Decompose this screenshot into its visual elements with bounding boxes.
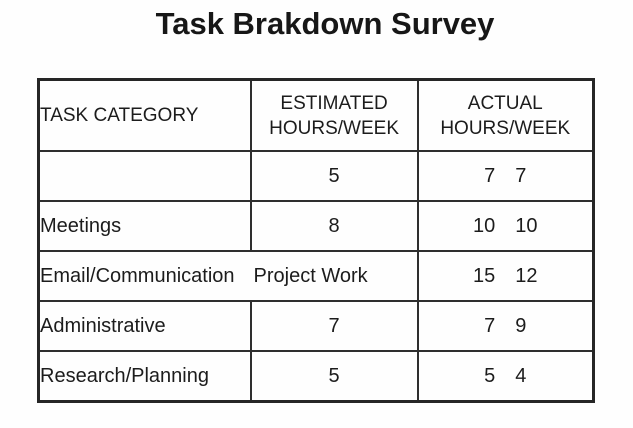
cell-estimated: 8	[249, 200, 419, 252]
actual-value-2: 7	[515, 164, 527, 187]
header-task-category: TASK CATEGORY	[37, 78, 252, 152]
page-title: Task Brakdown Survey	[155, 6, 495, 41]
header-actual-hours: ACTUAL HOURS/WEEK	[416, 78, 595, 152]
table-header-row: TASK CATEGORY ESTIMATED HOURS/WEEK ACTUA…	[37, 78, 595, 152]
actual-value-2: 10	[515, 214, 538, 237]
actual-value-1: 5	[484, 364, 496, 387]
cell-category: Meetings	[37, 200, 252, 252]
merged-overflow-text: Project Work	[253, 264, 368, 287]
cell-estimated: 7	[249, 300, 419, 352]
cell-actual: 15 12	[416, 250, 595, 302]
table-row-merged: Email/Communication Project Work 15 12	[37, 250, 595, 302]
actual-value-2: 4	[515, 364, 527, 387]
header-actual-line2: HOURS/WEEK	[440, 117, 571, 139]
cell-category: Administrative	[37, 300, 252, 352]
task-breakdown-table: TASK CATEGORY ESTIMATED HOURS/WEEK ACTUA…	[37, 78, 595, 403]
cell-category-merged: Email/Communication Project Work	[37, 250, 419, 302]
cell-estimated: 5	[249, 350, 419, 403]
header-actual-line1: ACTUAL	[467, 92, 543, 114]
cell-estimated: 5	[249, 150, 419, 202]
header-estimated-line1: ESTIMATED	[280, 92, 388, 114]
header-estimated-line2: HOURS/WEEK	[269, 117, 400, 139]
header-estimated-hours: ESTIMATED HOURS/WEEK	[249, 78, 419, 152]
actual-value-2: 9	[515, 314, 527, 337]
actual-value-1: 7	[484, 164, 496, 187]
table-row: Meetings 8 10 10	[37, 200, 595, 252]
actual-value-1: 10	[473, 214, 496, 237]
actual-value-1: 7	[484, 314, 496, 337]
cell-category: Research/Planning	[37, 350, 252, 403]
category-text: Email/Communication	[40, 264, 235, 287]
cell-actual: 10 10	[416, 200, 595, 252]
actual-value-2: 12	[515, 264, 538, 287]
actual-value-1: 15	[473, 264, 496, 287]
cell-category	[37, 150, 252, 202]
